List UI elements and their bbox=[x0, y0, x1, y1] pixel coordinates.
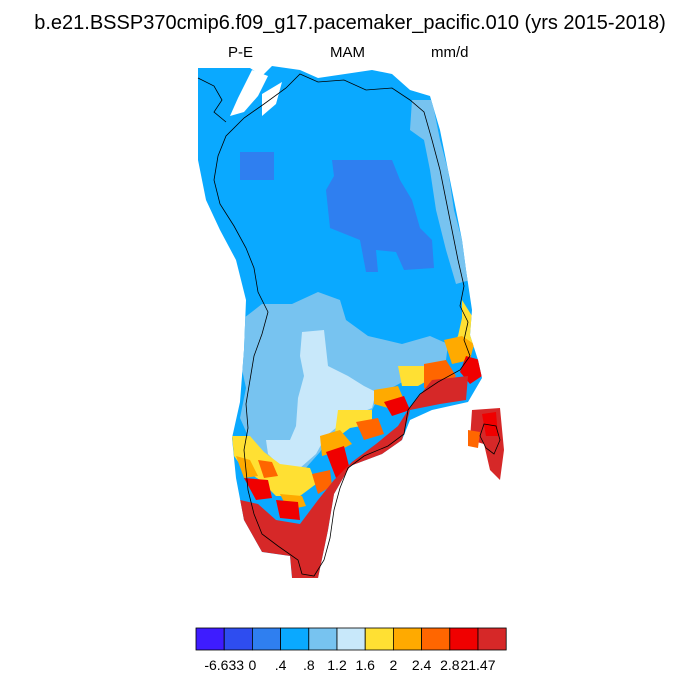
field-missing-patch bbox=[230, 70, 268, 116]
field-band-24 bbox=[258, 360, 456, 494]
colorbar-box bbox=[421, 627, 451, 651]
iceland-field-orange bbox=[468, 430, 480, 448]
colorbar-box bbox=[251, 627, 281, 651]
colorbar-box bbox=[280, 627, 310, 651]
iceland-field-red bbox=[482, 412, 498, 436]
colorbar-tick-label: 2.4 bbox=[412, 657, 432, 673]
field-band-08-east bbox=[410, 100, 470, 284]
colorbar-box bbox=[223, 627, 253, 651]
field-missing-patch bbox=[262, 82, 282, 116]
colorbar-tick-label: 1.6 bbox=[355, 657, 375, 673]
colorbar-box bbox=[449, 627, 479, 651]
iceland-coastline bbox=[479, 423, 501, 455]
colorbar-tick-label: 0 bbox=[249, 657, 257, 673]
colorbar-box bbox=[477, 627, 507, 651]
field-band-20 bbox=[236, 336, 474, 510]
field-dark-region bbox=[326, 160, 434, 272]
colorbar-box bbox=[308, 627, 338, 651]
colorbar-box bbox=[336, 627, 366, 651]
field-band-12 bbox=[266, 330, 376, 468]
greenland-inlet bbox=[197, 77, 227, 123]
greenland-coastline bbox=[213, 73, 471, 577]
colorbar-tick-label: 1.2 bbox=[327, 657, 347, 673]
colorbar-box bbox=[392, 627, 422, 651]
colorbar-tick-label: 2 bbox=[390, 657, 398, 673]
units-label: mm/d bbox=[431, 44, 469, 61]
colorbar-tick-label: -6.633 bbox=[204, 657, 244, 673]
colorbar-tick-label: 21.47 bbox=[460, 657, 495, 673]
colorbar-box bbox=[195, 627, 225, 651]
field-dark-patch bbox=[240, 152, 274, 180]
colorbar-box bbox=[364, 627, 394, 651]
colorbar-tick-label: 2.8 bbox=[440, 657, 460, 673]
field-band-16 bbox=[232, 300, 476, 496]
page-title: b.e21.BSSP370cmip6.f09_g17.pacemaker_pac… bbox=[34, 12, 666, 34]
season-label: MAM bbox=[330, 44, 365, 61]
colorbar-tick-label: .4 bbox=[275, 657, 287, 673]
colorbar-tick-label: .8 bbox=[303, 657, 315, 673]
variable-label: P-E bbox=[228, 44, 254, 61]
field-band-32 bbox=[240, 376, 468, 578]
